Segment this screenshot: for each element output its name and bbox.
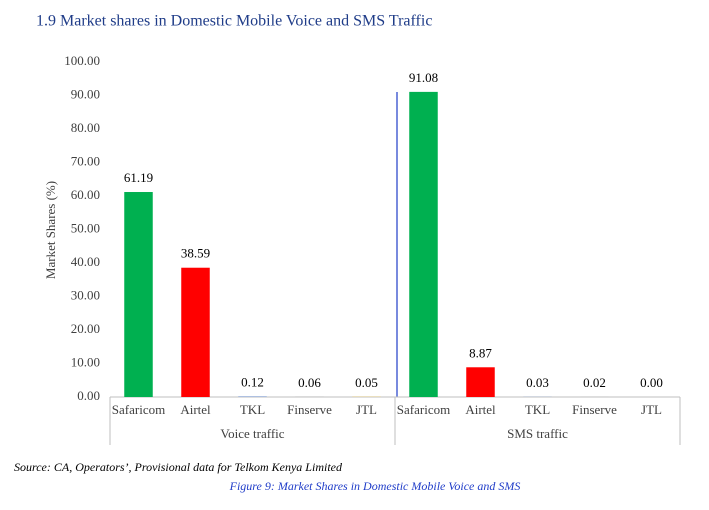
value-label: 38.59 xyxy=(181,246,210,261)
x-tick-label: TKL xyxy=(240,402,265,417)
y-tick-label: 90.00 xyxy=(71,86,100,101)
bar xyxy=(181,268,210,397)
y-tick-label: 100.00 xyxy=(64,53,100,68)
value-label: 61.19 xyxy=(124,170,153,185)
x-tick-label: JTL xyxy=(641,402,662,417)
y-tick-label: 0.00 xyxy=(77,388,100,403)
x-tick-label: Finserve xyxy=(287,402,332,417)
value-label: 0.12 xyxy=(241,375,264,390)
value-label: 0.00 xyxy=(640,375,663,390)
bar xyxy=(124,192,153,397)
x-tick-label: JTL xyxy=(356,402,377,417)
y-tick-label: 80.00 xyxy=(71,120,100,135)
y-tick-label: 10.00 xyxy=(71,354,100,369)
x-tick-label: Finserve xyxy=(572,402,617,417)
y-tick-label: 40.00 xyxy=(71,254,100,269)
y-axis-label: Market Shares (%) xyxy=(43,181,58,279)
group-label: Voice traffic xyxy=(220,426,284,441)
y-tick-label: 60.00 xyxy=(71,187,100,202)
value-label: 0.05 xyxy=(355,375,378,390)
y-tick-label: 70.00 xyxy=(71,153,100,168)
value-label: 0.02 xyxy=(583,375,606,390)
x-tick-label: Airtel xyxy=(180,402,211,417)
bar xyxy=(466,367,495,397)
bar xyxy=(409,92,438,397)
figure-caption: Figure 9: Market Shares in Domestic Mobi… xyxy=(229,479,521,493)
x-tick-label: TKL xyxy=(525,402,550,417)
group-label: SMS traffic xyxy=(507,426,568,441)
x-tick-label: Safaricom xyxy=(397,402,450,417)
x-tick-label: Safaricom xyxy=(112,402,165,417)
x-tick-label: Airtel xyxy=(465,402,496,417)
value-label: 91.08 xyxy=(409,70,438,85)
value-label: 8.87 xyxy=(469,345,492,360)
value-label: 0.06 xyxy=(298,375,321,390)
value-label: 0.03 xyxy=(526,375,549,390)
y-tick-label: 50.00 xyxy=(71,220,100,235)
source: Source: CA, Operators’, Provisional data… xyxy=(14,460,343,474)
heading: 1.9 Market shares in Domestic Mobile Voi… xyxy=(36,13,432,30)
y-tick-label: 30.00 xyxy=(71,287,100,302)
y-tick-label: 20.00 xyxy=(71,321,100,336)
